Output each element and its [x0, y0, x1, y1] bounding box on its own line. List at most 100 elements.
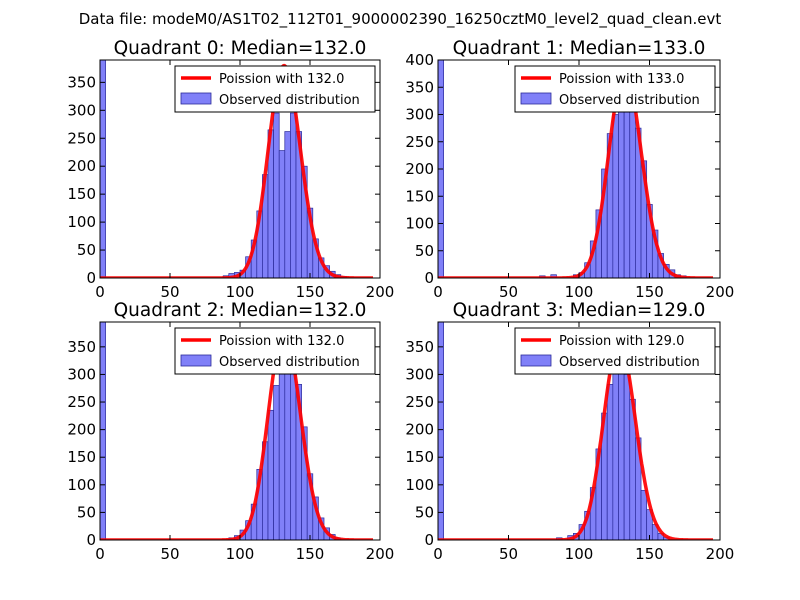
y-tick-label: 250 — [67, 393, 96, 411]
x-tick-label: 100 — [565, 545, 594, 563]
histogram-bar — [100, 60, 106, 278]
quadrant-1-panel: Quadrant 1: Median=133.0 0 50 100 150 200 0 50 1… — [405, 38, 734, 301]
y-tick-label: 200 — [405, 160, 434, 178]
y-tick-label: 50 — [77, 241, 96, 259]
legend-bar-swatch — [180, 92, 212, 105]
y-tick-label: 350 — [67, 338, 96, 356]
legend: Poission with 132.0 Observed distribution — [174, 327, 376, 375]
histogram-bar — [618, 89, 625, 278]
x-tick-label: 150 — [635, 545, 664, 563]
y-tick-label: 200 — [67, 157, 96, 175]
legend: Poission with 133.0 Observed distribution — [514, 65, 716, 113]
histogram-bar — [629, 100, 636, 278]
x-tick-label: 150 — [296, 545, 325, 563]
x-tick-label: 150 — [296, 283, 325, 301]
histogram-bar — [273, 385, 280, 540]
plot-area — [100, 322, 373, 540]
y-tick-label: 0 — [86, 531, 96, 549]
y-tick-label: 250 — [67, 129, 96, 147]
y-tick-label: 50 — [415, 242, 434, 260]
x-tick-label: 0 — [95, 545, 105, 563]
histogram-bar — [278, 150, 286, 278]
figure-suptitle: Data file: modeM0/AS1T02_112T01_90000023… — [79, 10, 722, 29]
quadrant-2-panel: Quadrant 2: Median=132.0 0 50 100 150 200 0 50 1… — [67, 300, 394, 563]
y-tick-label: 300 — [67, 365, 96, 383]
histogram-bar — [290, 112, 297, 278]
y-tick-label: 50 — [415, 503, 434, 521]
y-tick-label: 150 — [67, 448, 96, 466]
histogram-bar — [290, 360, 297, 540]
poisson-curve — [438, 69, 713, 278]
quadrant-3-panel: Quadrant 3: Median=129.0 0 50 100 150 200 0 50 1… — [405, 300, 734, 563]
legend-bar-swatch — [180, 354, 212, 367]
x-tick-label: 50 — [160, 545, 179, 563]
histogram-bar — [623, 84, 631, 278]
x-tick-label: 50 — [499, 545, 518, 563]
y-tick-label: 150 — [67, 185, 96, 203]
y-tick-label: 100 — [405, 215, 434, 233]
y-tick-label: 50 — [77, 503, 96, 521]
x-tick-label: 0 — [433, 545, 443, 563]
legend-line-label: Poission with 129.0 — [559, 334, 684, 349]
legend-bar-label: Observed distribution — [559, 93, 700, 108]
x-tick-label: 50 — [499, 283, 518, 301]
panel-title: Quadrant 1: Median=133.0 — [453, 38, 706, 59]
x-tick-label: 0 — [433, 283, 443, 301]
histogram-bar — [100, 322, 106, 540]
panel-title: Quadrant 3: Median=129.0 — [453, 300, 706, 321]
y-tick-label: 250 — [405, 133, 434, 151]
x-tick-label: 0 — [95, 283, 105, 301]
y-tick-label: 0 — [424, 531, 434, 549]
x-tick-label: 100 — [226, 545, 255, 563]
x-tick-label: 50 — [160, 283, 179, 301]
legend: Poission with 129.0 Observed distribution — [514, 327, 716, 375]
legend-line-label: Poission with 132.0 — [219, 334, 344, 349]
x-tick-label: 100 — [565, 283, 594, 301]
legend-bar-swatch — [520, 354, 552, 367]
x-tick-label: 200 — [366, 545, 395, 563]
x-tick-label: 100 — [226, 283, 255, 301]
y-tick-label: 100 — [405, 476, 434, 494]
y-tick-label: 300 — [405, 365, 434, 383]
y-tick-label: 350 — [405, 338, 434, 356]
y-tick-label: 100 — [67, 213, 96, 231]
y-tick-label: 350 — [405, 78, 434, 96]
histogram-bar — [267, 409, 274, 540]
plot-area — [100, 60, 373, 278]
legend-line-label: Poission with 132.0 — [219, 72, 344, 87]
y-tick-label: 400 — [405, 51, 434, 69]
y-tick-label: 0 — [424, 269, 434, 287]
y-tick-label: 200 — [67, 421, 96, 439]
legend: Poission with 132.0 Observed distribution — [174, 65, 376, 113]
histogram-bar — [640, 489, 648, 540]
histogram-bar — [612, 349, 619, 540]
y-tick-label: 200 — [405, 421, 434, 439]
histogram-bar — [438, 322, 444, 540]
legend-bar-label: Observed distribution — [559, 355, 700, 370]
y-tick-label: 100 — [67, 476, 96, 494]
legend-bar-label: Observed distribution — [219, 93, 360, 108]
legend-line-label: Poission with 133.0 — [559, 72, 684, 87]
panel-title: Quadrant 2: Median=132.0 — [114, 300, 367, 321]
histogram-bar — [273, 112, 280, 278]
panel-title: Quadrant 0: Median=132.0 — [114, 38, 367, 59]
x-tick-label: 200 — [706, 283, 735, 301]
x-tick-label: 150 — [635, 283, 664, 301]
histogram-bar — [623, 374, 631, 540]
poisson-curve — [100, 63, 373, 278]
quadrant-0-panel: Quadrant 0: Median=132.0 0 50 100 150 200 0 50 1… — [67, 38, 394, 301]
y-tick-label: 300 — [67, 101, 96, 119]
y-tick-label: 300 — [405, 106, 434, 124]
x-tick-label: 200 — [706, 545, 735, 563]
plot-area — [438, 60, 713, 278]
legend-bar-swatch — [520, 92, 552, 105]
histogram-bar — [612, 114, 619, 278]
x-tick-label: 200 — [366, 283, 395, 301]
y-tick-label: 150 — [405, 448, 434, 466]
histogram-bar — [278, 352, 286, 540]
y-tick-label: 0 — [86, 269, 96, 287]
poisson-curve — [100, 329, 373, 540]
legend-bar-label: Observed distribution — [219, 355, 360, 370]
poisson-curve — [438, 340, 713, 540]
